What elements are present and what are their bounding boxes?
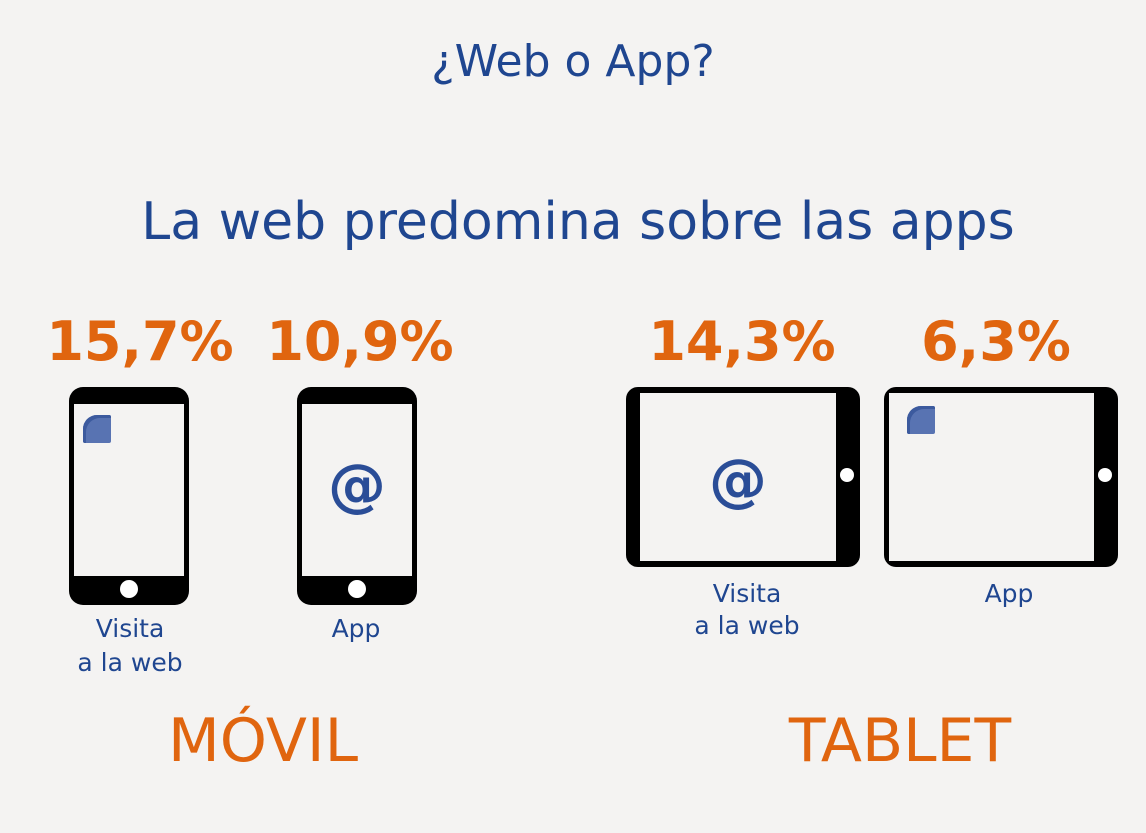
at-symbol-icon: @ [709,446,767,514]
tablet-app-percent: 6,3% [921,310,1071,373]
at-symbol-icon: @ [328,451,386,519]
tablet-app-label: App [984,579,1034,608]
tablet-app-device [884,387,1118,567]
tablet-app-screen [889,393,1094,561]
tablet-web-device: @ [626,387,860,567]
movil-section-label: MÓVIL [167,706,359,776]
home-button-icon [840,468,854,482]
tablet-web-label-line2: a la web [694,611,800,640]
phone-web-device [69,387,189,605]
page-subtitle: La web predomina sobre las apps [141,192,1015,252]
movil-web-label-line1: Visita [95,614,165,643]
phone-app-screen: @ [302,404,412,576]
tablet-web-label-line1: Visita [712,579,782,608]
tablet-web-percent: 14,3% [648,310,836,373]
home-button-icon [348,580,366,598]
movil-app-label: App [331,614,381,643]
phone-web-screen [74,404,184,576]
tablet-web-screen: @ [640,393,836,561]
home-button-icon [120,580,138,598]
movil-web-label-line2: a la web [77,648,183,677]
movil-web-percent: 15,7% [46,310,234,373]
app-tile-icon [907,406,935,434]
app-tile-icon [83,415,111,443]
page-title: ¿Web o App? [431,36,715,87]
tablet-section-label: TABLET [788,706,1012,776]
home-button-icon [1098,468,1112,482]
phone-app-device: @ [297,387,417,605]
movil-app-percent: 10,9% [266,310,454,373]
